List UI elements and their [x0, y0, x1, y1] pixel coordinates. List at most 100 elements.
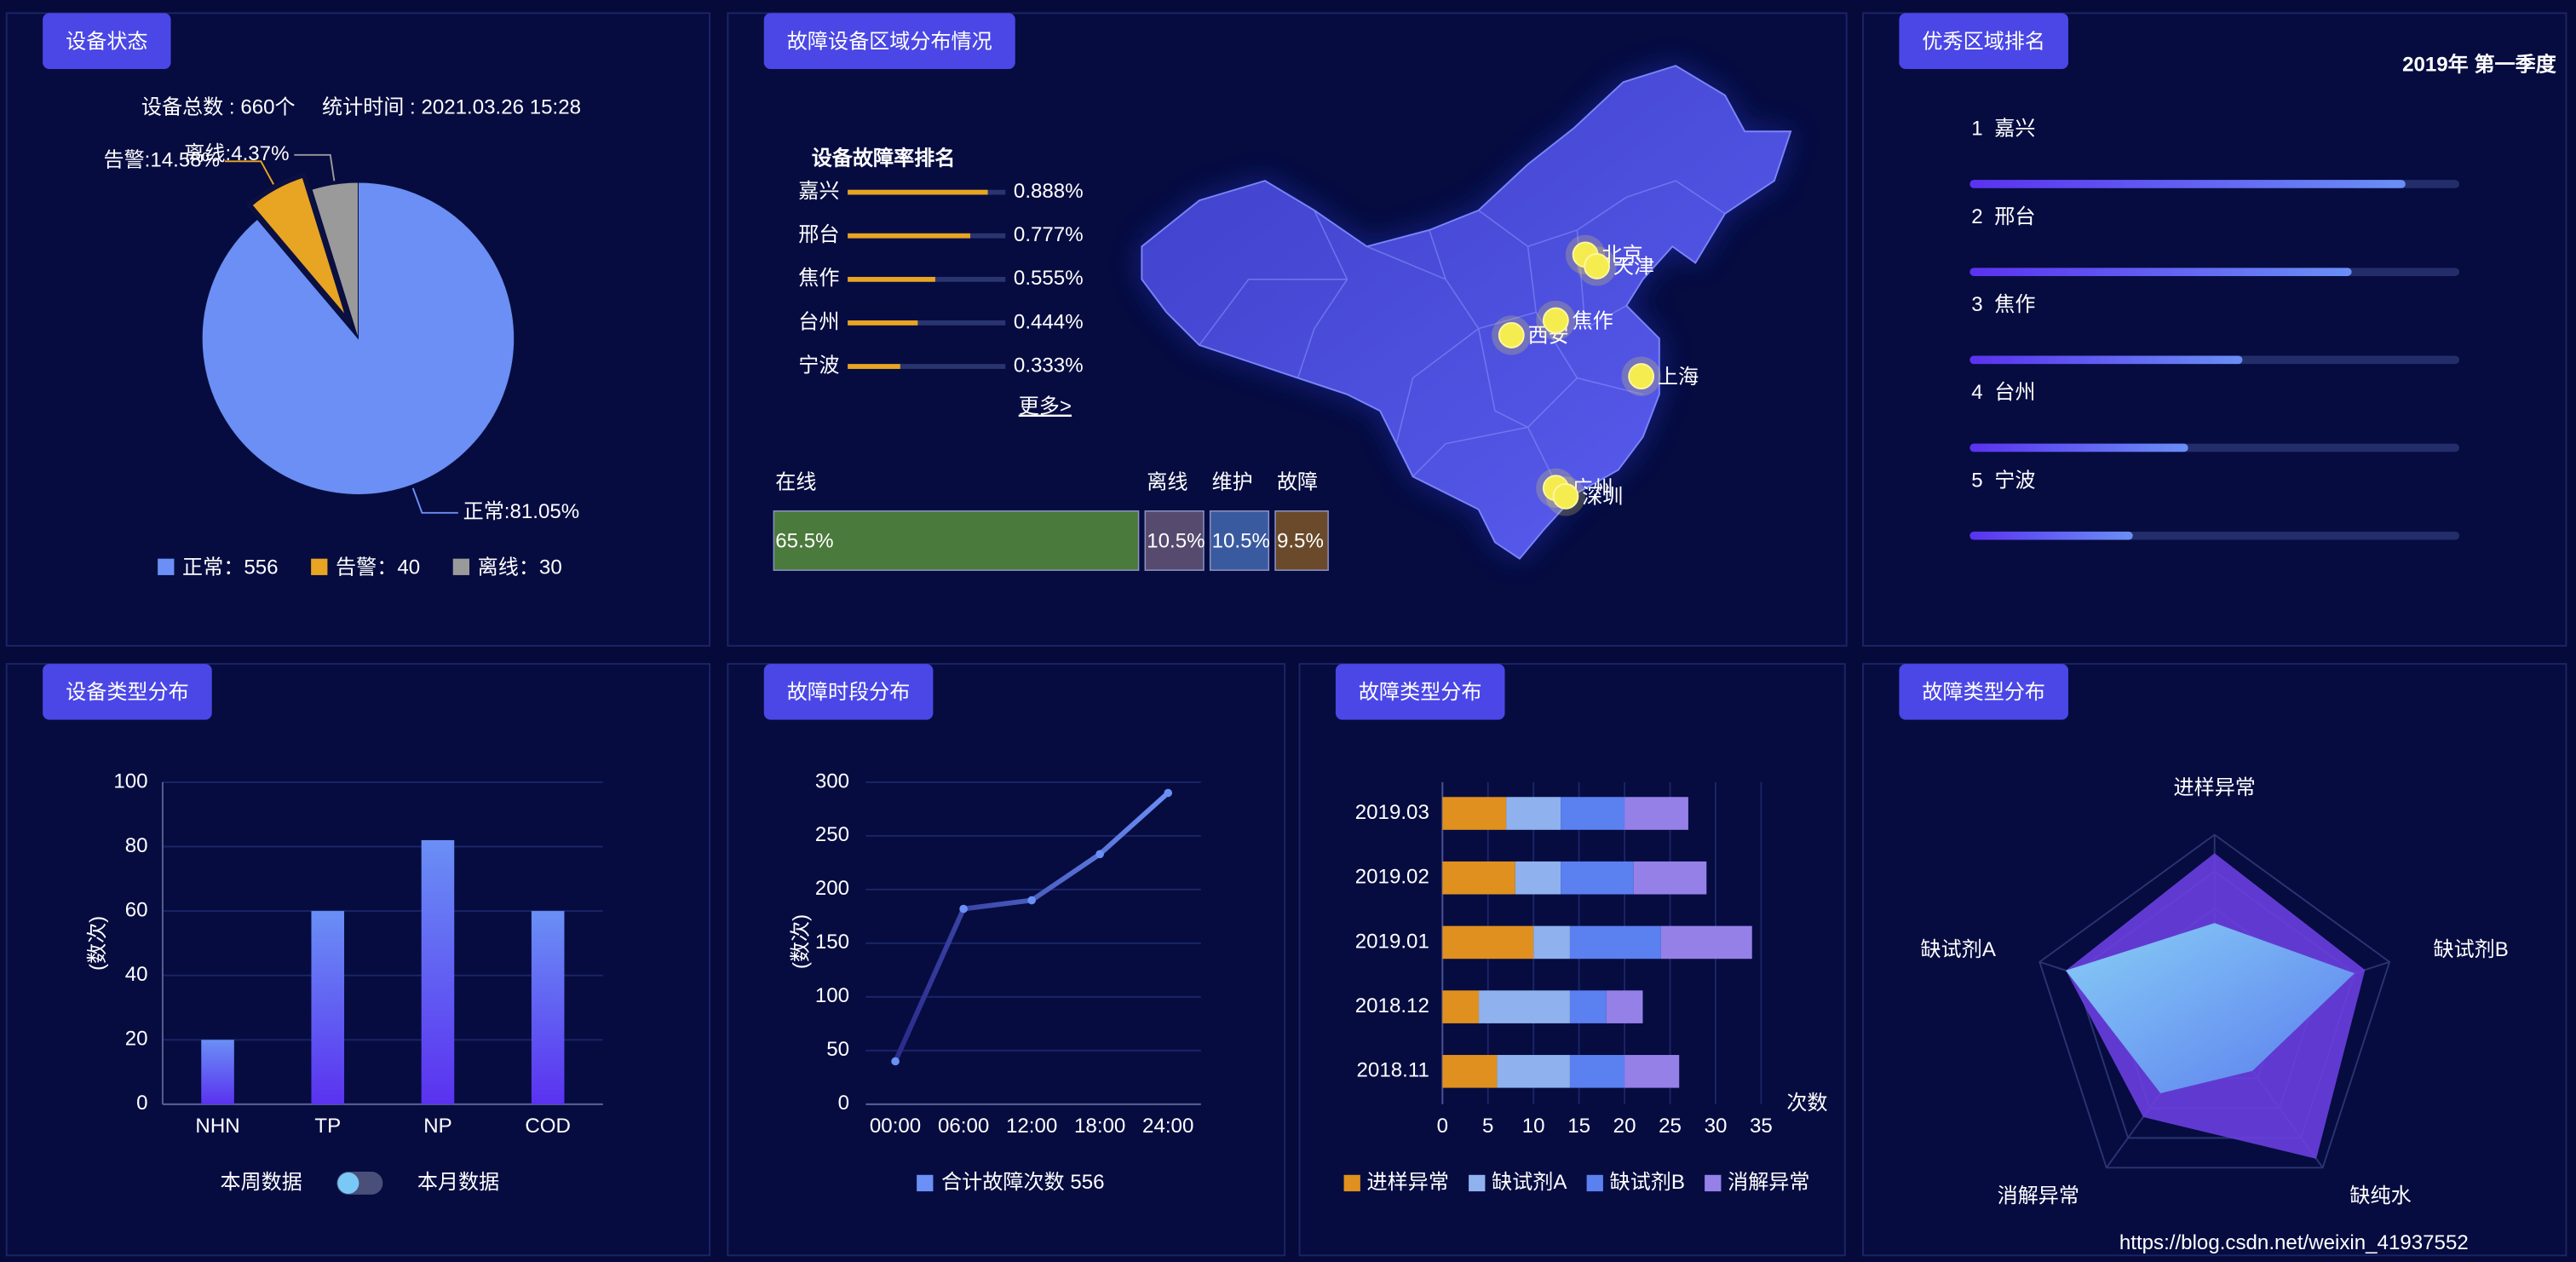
x-tick-label: 15	[1567, 1115, 1590, 1138]
line-point	[1164, 788, 1173, 798]
bar-segment	[1497, 1055, 1570, 1088]
radar-axis-label: 缺纯水	[2349, 1184, 2411, 1207]
legend-swatch	[1705, 1174, 1722, 1192]
bar-segment	[1515, 861, 1561, 895]
y-tick-label: 2019.03	[1355, 801, 1429, 824]
legend-label: 合计故障次数 556	[941, 1171, 1104, 1194]
legend-toggle-knob	[337, 1172, 359, 1194]
line-point	[1095, 850, 1104, 859]
more-link[interactable]: 更多>	[1019, 395, 1072, 418]
legend-label: 本周数据	[220, 1171, 302, 1194]
city-dot	[1584, 252, 1610, 279]
y-tick-label: 50	[826, 1038, 849, 1061]
x-tick-label: 5	[1482, 1115, 1493, 1138]
city-label: 上海	[1658, 366, 1699, 389]
legend-label-inactive: 本月数据	[417, 1171, 499, 1194]
segment-label: 在线	[775, 470, 816, 493]
status-bar	[773, 510, 1140, 571]
leader-line	[294, 153, 336, 182]
bar	[531, 911, 565, 1104]
panel	[1298, 663, 1846, 1257]
slice-label: 告警:14.58%	[103, 149, 220, 172]
value-label: 0.777%	[1014, 223, 1084, 246]
bar-segment	[1569, 990, 1607, 1023]
status-bar	[1144, 510, 1205, 571]
segment-label: 维护	[1212, 470, 1253, 493]
legend-swatch	[917, 1174, 934, 1192]
bar-segment	[1624, 1055, 1680, 1088]
rank-name: 台州	[1994, 381, 2035, 404]
rank-number: 3	[1971, 293, 1982, 316]
y-tick-label: 60	[125, 898, 148, 921]
x-tick-label: 24:00	[1142, 1115, 1193, 1138]
line-point	[891, 1057, 900, 1066]
bar-segment	[1633, 861, 1707, 895]
slice-label: 离线:4.37%	[184, 142, 289, 165]
bar	[848, 276, 935, 282]
rank-name: 邢台	[1994, 205, 2035, 228]
category-label: 邢台	[798, 223, 839, 246]
watermark: https://blog.csdn.net/weixin_41937552	[2119, 1231, 2469, 1254]
rank-name: 嘉兴	[1994, 118, 2035, 141]
rank-name: 宁波	[1994, 469, 2035, 492]
panel-title: 设备状态	[66, 30, 147, 53]
y-axis-label: (数次)	[86, 916, 109, 971]
segment-label: 离线	[1147, 470, 1187, 493]
legend-swatch	[1343, 1174, 1360, 1192]
segment-value: 9.5%	[1277, 530, 1324, 553]
panel-title: 故障类型分布	[1922, 681, 2045, 704]
panel-title: 设备类型分布	[66, 681, 189, 704]
province-lines	[1199, 180, 1726, 493]
rank-number: 1	[1971, 118, 1982, 141]
x-tick-label: NP	[423, 1115, 451, 1138]
line-point	[1027, 896, 1036, 905]
leader-line	[411, 487, 458, 514]
x-tick-label: 30	[1705, 1115, 1728, 1138]
bar-segment	[1442, 990, 1480, 1023]
panel-tab	[763, 13, 1015, 69]
panel	[727, 663, 1286, 1257]
city-dot	[1552, 482, 1579, 510]
x-tick-label: COD	[525, 1115, 571, 1138]
value-label: 0.333%	[1014, 354, 1084, 377]
x-tick-label: 0	[1437, 1115, 1448, 1138]
line-point	[959, 904, 968, 913]
segment-label: 故障	[1277, 470, 1318, 493]
bar-segment	[1561, 797, 1625, 830]
y-tick-label: 40	[125, 963, 148, 986]
panel-title: 优秀区域排名	[1922, 30, 2045, 53]
y-tick-label: 250	[815, 823, 849, 846]
radar-axis-label: 缺试剂A	[1921, 938, 1997, 961]
city-label: 天津	[1613, 256, 1654, 279]
bar	[311, 911, 345, 1104]
map	[1141, 65, 1792, 560]
bar-track	[848, 364, 1006, 369]
x-tick-label: 12:00	[1006, 1115, 1057, 1138]
bar-segment	[1569, 1055, 1625, 1088]
panel-tab	[1335, 664, 1505, 720]
bar-segment	[1442, 797, 1507, 830]
y-tick-label: 100	[113, 769, 147, 792]
bar-segment	[1660, 925, 1752, 959]
chart-title: 设备故障率排名	[812, 146, 956, 170]
pie-slice	[311, 182, 359, 339]
panel-title: 故障类型分布	[1359, 681, 1482, 704]
y-tick-label: 0	[136, 1092, 147, 1115]
radar-ring	[2038, 833, 2391, 1169]
bar-track	[848, 320, 1006, 326]
bar	[1969, 355, 2243, 365]
bar-segment	[1442, 925, 1534, 959]
bar-segment	[1569, 925, 1661, 959]
leader-line	[224, 160, 275, 185]
bar	[848, 364, 900, 369]
bar	[848, 320, 918, 326]
segment-value: 10.5%	[1147, 530, 1205, 553]
x-tick-label: 10	[1522, 1115, 1545, 1138]
x-tick-label: 06:00	[938, 1115, 989, 1138]
slice-label: 正常:81.05%	[463, 500, 580, 523]
y-tick-label: 200	[815, 877, 849, 900]
rank-number: 5	[1971, 469, 1982, 492]
y-tick-label: 150	[815, 931, 849, 954]
value-label: 0.444%	[1014, 310, 1084, 333]
